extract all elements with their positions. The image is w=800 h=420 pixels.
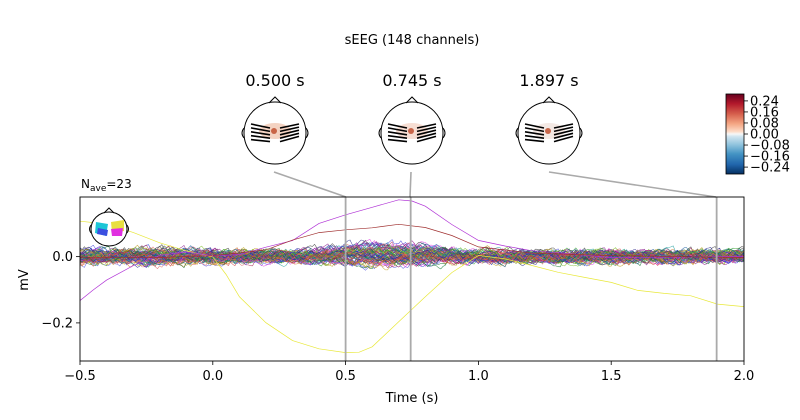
connector-2 [409,171,412,198]
electrode-shaft [250,123,271,129]
x-axis-ticks: −0.5 0.0 0.5 1.0 1.5 2.0 [64,361,754,384]
head-ear-left [515,127,519,139]
electrode-shaft [416,135,437,143]
electrode-shaft [416,132,437,139]
nave-annotation: Nave=23 [81,177,132,194]
nave-label: N [81,177,90,191]
figure-title: sEEG (148 channels) [345,33,480,48]
channel-traces [80,199,744,353]
electrode-shaft [250,134,271,139]
inset-sensors-left-b [97,228,108,236]
head-nose [268,96,282,104]
channel-trace [80,249,744,267]
electrode-shaft [387,127,408,133]
electrode-shaft [524,123,545,129]
inset-ear-left [89,224,92,234]
x-tick-label: 0.0 [202,369,223,384]
inset-ear-right [126,224,129,234]
electrode-shaft [416,123,437,129]
electrode-shaft [553,123,574,129]
highlight-trace [80,199,744,301]
highlight-trace [80,223,744,258]
x-tick-label: 2.0 [734,369,755,384]
topomap-connectors [273,171,717,198]
head-ear-right [442,127,446,139]
topomap-2 [378,96,446,165]
x-tick-label: 1.0 [468,369,489,384]
head-ear-left [378,127,382,139]
x-tick-label: −0.5 [64,369,96,384]
colorbar-tick-label: −0.08 [750,139,790,154]
nave-subscript: ave [90,184,107,194]
colorbar [725,93,745,175]
electrode-shaft [250,127,271,133]
topomap-1 [241,96,309,165]
colorbar-tick-label: 0.24 [750,94,779,109]
electrode-shaft [553,129,574,136]
y-tick-label: 0.0 [52,250,73,265]
activity-peak [545,128,551,134]
topomap-label-3: 1.897 s [519,71,578,90]
electrode-shaft [524,138,545,143]
topomap-label-2: 0.745 s [382,71,441,90]
electrode-shaft [279,126,300,133]
y-axis-label: mV [17,269,32,291]
colorbar-tick-label: 0.08 [750,116,779,131]
head-ear-right [579,127,583,139]
head-ear-right [305,127,309,139]
head-nose [405,96,419,104]
electrode-shaft [524,134,545,139]
electrode-shaft [279,135,300,143]
head-ear-left [241,127,245,139]
electrode-shaft [250,131,271,136]
time-markers [344,197,718,361]
electrode-shaft [279,129,300,136]
nave-value: =23 [106,177,131,191]
colorbar-tick-label: 0.16 [750,105,779,120]
electrode-shaft [553,132,574,139]
x-tick-label: 1.5 [601,369,622,384]
electrode-shaft [250,138,271,143]
connector-3 [548,171,717,198]
colorbar-tick-label: 0.00 [750,128,779,143]
electrode-shaft [387,123,408,129]
sensor-inset [89,207,129,247]
topomap-label-1: 0.500 s [245,71,304,90]
electrode-shaft [279,123,300,129]
electrode-shaft [416,129,437,136]
electrode-shaft [387,131,408,136]
colorbar-tick-label: −0.24 [750,161,790,176]
electrode-shaft [387,134,408,139]
electrode-shaft [553,126,574,133]
axes-frame [79,196,745,362]
x-tick-label: 0.5 [335,369,356,384]
inset-nose [103,207,115,214]
topomap-3 [515,96,583,165]
channel-trace [80,249,744,267]
colorbar-tick-label: −0.16 [750,150,790,165]
electrode-shaft [524,131,545,136]
inset-sensors-right-b [111,228,123,236]
y-tick-label: −0.2 [41,316,73,331]
channel-trace [80,250,744,270]
electrode-shaft [524,127,545,133]
x-axis-label: Time (s) [385,391,439,406]
electrode-shaft [416,126,437,133]
electrode-shaft [387,138,408,143]
activity-peak [408,128,414,134]
topomap-heads [241,96,583,165]
connector-1 [273,171,347,198]
inset-head [90,211,128,247]
electrode-shaft [279,132,300,139]
channel-trace [80,245,744,263]
channel-trace [80,247,744,263]
colorbar-ticks: 0.240.160.080.00−0.08−0.16−0.24 [744,94,790,176]
activity-peak [271,128,277,134]
head-nose [542,96,556,104]
electrode-shaft [553,135,574,143]
y-axis-ticks: 0.0 −0.2 [41,250,80,331]
